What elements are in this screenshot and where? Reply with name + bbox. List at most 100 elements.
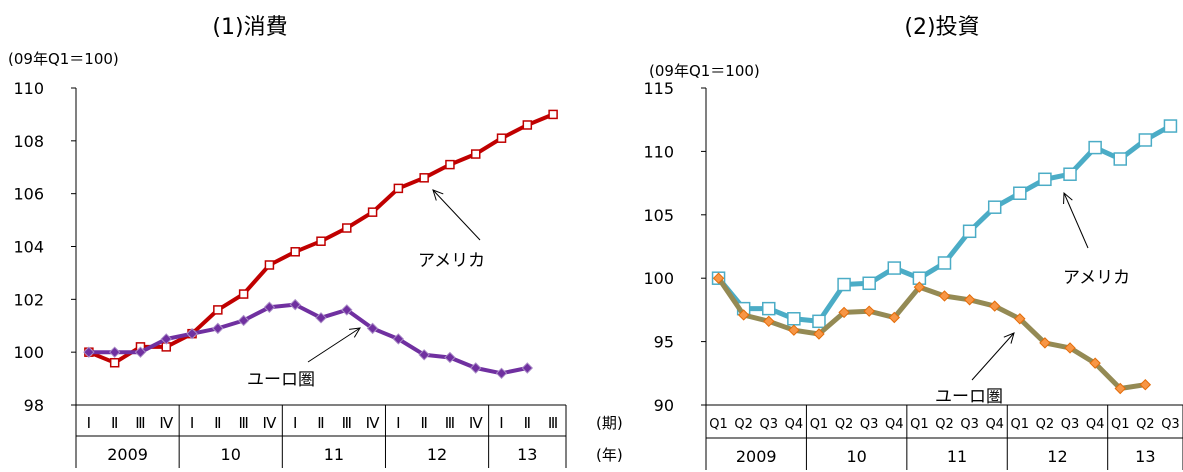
series-annotation-label: アメリカ — [418, 251, 485, 271]
x-tick-label: Q2 — [935, 417, 954, 432]
unit-label: (09年Q1＝100) — [8, 50, 119, 68]
x-tick-label: Q2 — [835, 417, 854, 432]
data-point — [813, 328, 825, 340]
x-tick-label: Q1 — [1011, 417, 1030, 432]
x-tick-label: Ⅳ — [366, 414, 380, 432]
y-tick-label: 115 — [643, 79, 674, 98]
year-label: 11 — [324, 445, 344, 464]
series-line-1 — [716, 276, 1146, 391]
data-point — [787, 312, 801, 326]
data-point — [341, 304, 353, 316]
chart-title: (1)消費 — [212, 15, 287, 40]
data-point — [238, 289, 249, 299]
data-point — [496, 133, 507, 143]
x-tick-label: Q3 — [1161, 417, 1180, 432]
x-tick-label: Q4 — [985, 417, 1004, 432]
data-point — [290, 247, 300, 257]
data-point — [1039, 337, 1051, 349]
data-point — [837, 277, 851, 292]
data-point — [989, 300, 1001, 312]
data-point — [212, 322, 224, 335]
data-point — [737, 309, 750, 321]
data-point — [160, 333, 172, 345]
annotation-arrowhead — [349, 327, 361, 338]
data-point — [522, 120, 533, 130]
data-point — [237, 314, 250, 327]
x-tick-label: Ⅱ — [317, 414, 324, 432]
x-tick-label: Q4 — [785, 417, 804, 432]
annotation-arrowhead — [1063, 191, 1073, 205]
data-point — [418, 349, 430, 361]
x-tick-label: Ⅳ — [469, 414, 483, 432]
annotation-arrow — [1063, 192, 1089, 249]
year-label: 2009 — [736, 447, 777, 466]
data-point — [887, 261, 902, 275]
x-tick-label: Q4 — [1086, 417, 1105, 432]
x-tick-label: Ⅲ — [342, 414, 352, 432]
x-tick-label: Ⅰ — [293, 414, 297, 432]
data-point — [1089, 357, 1101, 369]
x-tick-label: Ⅲ — [238, 414, 248, 432]
data-point — [1114, 382, 1126, 395]
data-point — [913, 281, 926, 293]
year-label: 13 — [517, 445, 537, 464]
x-tick-label: Q3 — [760, 417, 779, 432]
y-tick-label: 100 — [13, 343, 44, 362]
data-point — [788, 324, 800, 336]
data-point — [109, 357, 120, 368]
y-tick-label: 102 — [13, 290, 44, 309]
data-point — [213, 305, 223, 315]
data-point — [263, 301, 276, 313]
data-point — [444, 351, 456, 364]
y-tick-label: 95 — [654, 333, 674, 352]
data-point — [762, 301, 776, 316]
y-tick-label: 104 — [13, 238, 44, 257]
data-point — [108, 346, 121, 358]
data-point — [1113, 152, 1127, 166]
annotation-arrowhead — [432, 189, 444, 201]
data-point — [1139, 379, 1152, 391]
x-tick-label: Q2 — [1136, 417, 1155, 432]
data-point — [812, 314, 826, 329]
x-tick-label: Ⅱ — [524, 414, 531, 432]
data-point — [712, 272, 725, 284]
annotation-arrow — [971, 332, 1015, 381]
x-tick-label: Ⅱ — [420, 414, 427, 432]
data-point — [863, 305, 875, 317]
x-tick-label: Q2 — [1036, 417, 1055, 432]
x-period-label: (期) — [596, 414, 623, 432]
y-tick-label: 98 — [24, 396, 44, 415]
data-point — [1014, 313, 1026, 325]
x-tick-label: Ⅲ — [548, 414, 558, 432]
investment-panel: (2)投資 (09年Q1＝100) 90 95 100 105 110 115 Q1 Q2 Q3 Q4… — [643, 15, 1183, 470]
y-tick-label: 110 — [13, 79, 44, 98]
y-tick-label: 106 — [13, 185, 44, 204]
data-point — [937, 256, 952, 270]
year-label: 10 — [221, 445, 241, 464]
chart-title: (2)投資 — [904, 15, 979, 40]
data-point — [1088, 140, 1102, 155]
data-point — [134, 346, 147, 358]
data-point — [888, 311, 900, 324]
annotation-arrowhead — [1003, 332, 1015, 344]
year-label: 2009 — [107, 445, 148, 464]
series-annotation-label: ユーロ圏 — [247, 370, 315, 390]
x-tick-label: Ⅱ — [214, 414, 221, 432]
data-point — [445, 159, 455, 170]
annotation-arrow — [432, 189, 481, 241]
x-tick-label: Q2 — [734, 417, 753, 432]
x-year-label: (年) — [596, 446, 623, 464]
data-point — [963, 294, 976, 306]
data-point — [1138, 133, 1153, 147]
data-point — [342, 223, 352, 233]
series-annotation-label: ユーロ圏 — [935, 387, 1003, 407]
x-tick-label: Ⅱ — [111, 414, 118, 432]
data-point — [838, 306, 850, 319]
x-tick-label: Ⅰ — [190, 414, 194, 432]
x-tick-label: Q1 — [709, 417, 728, 432]
data-point — [1063, 167, 1077, 181]
data-point — [83, 346, 95, 358]
y-tick-label: 108 — [13, 132, 44, 151]
data-point — [186, 327, 198, 340]
